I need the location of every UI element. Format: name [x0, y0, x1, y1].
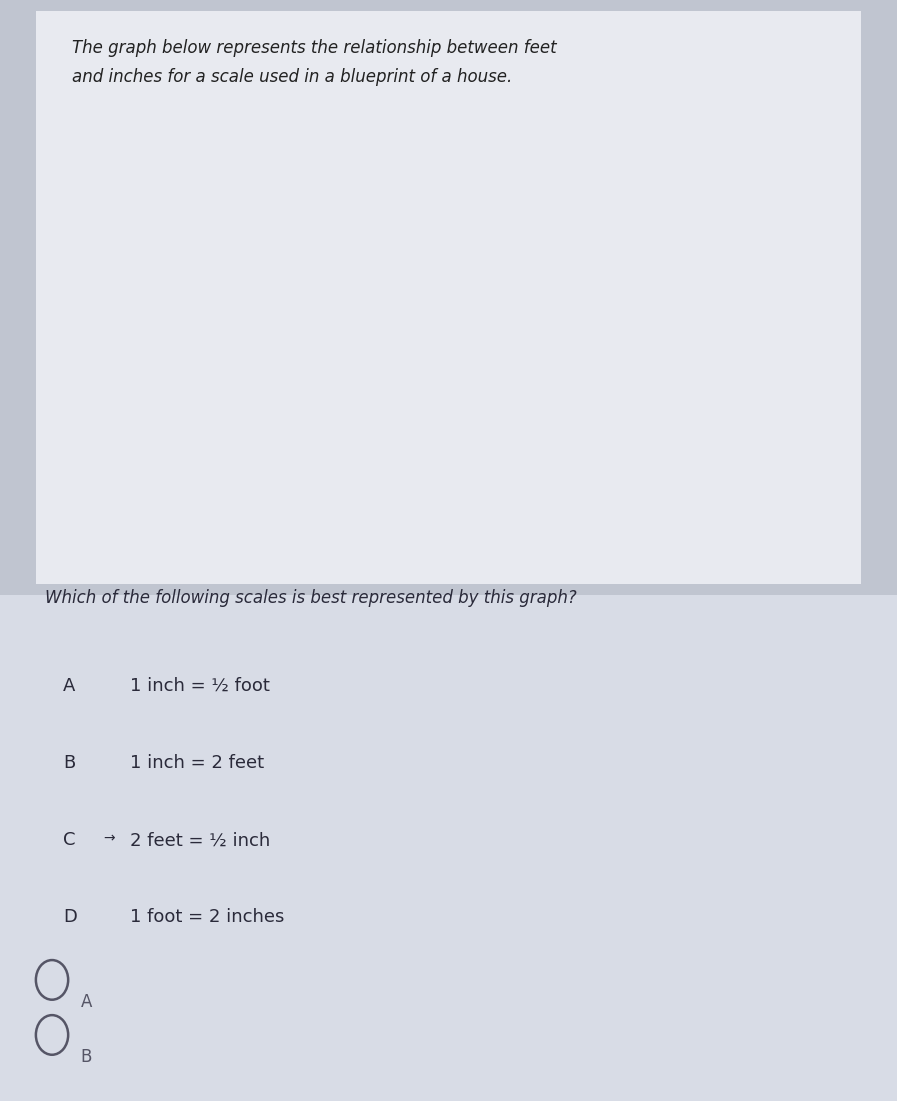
Text: 2 feet = ½ inch: 2 feet = ½ inch [130, 831, 270, 849]
Text: A: A [81, 993, 92, 1011]
Text: 1 foot = 2 inches: 1 foot = 2 inches [130, 908, 284, 926]
Text: 8: 8 [496, 119, 503, 129]
Text: B: B [81, 1048, 92, 1066]
Text: B: B [63, 754, 75, 772]
Y-axis label: Feet: Feet [213, 286, 228, 319]
Text: 1 inch = 2 feet: 1 inch = 2 feet [130, 754, 265, 772]
Text: D: D [63, 908, 76, 926]
Text: and inches for a scale used in a blueprint of a house.: and inches for a scale used in a bluepri… [72, 68, 512, 86]
Text: →: → [103, 831, 115, 846]
Text: The graph below represents the relationship between feet: The graph below represents the relations… [72, 39, 556, 56]
Text: 1 inch = ½ foot: 1 inch = ½ foot [130, 677, 270, 695]
Text: Which of the following scales is best represented by this graph?: Which of the following scales is best re… [45, 589, 577, 607]
Text: C: C [63, 831, 75, 849]
Text: A: A [63, 677, 75, 695]
X-axis label: Inches: Inches [495, 552, 545, 566]
